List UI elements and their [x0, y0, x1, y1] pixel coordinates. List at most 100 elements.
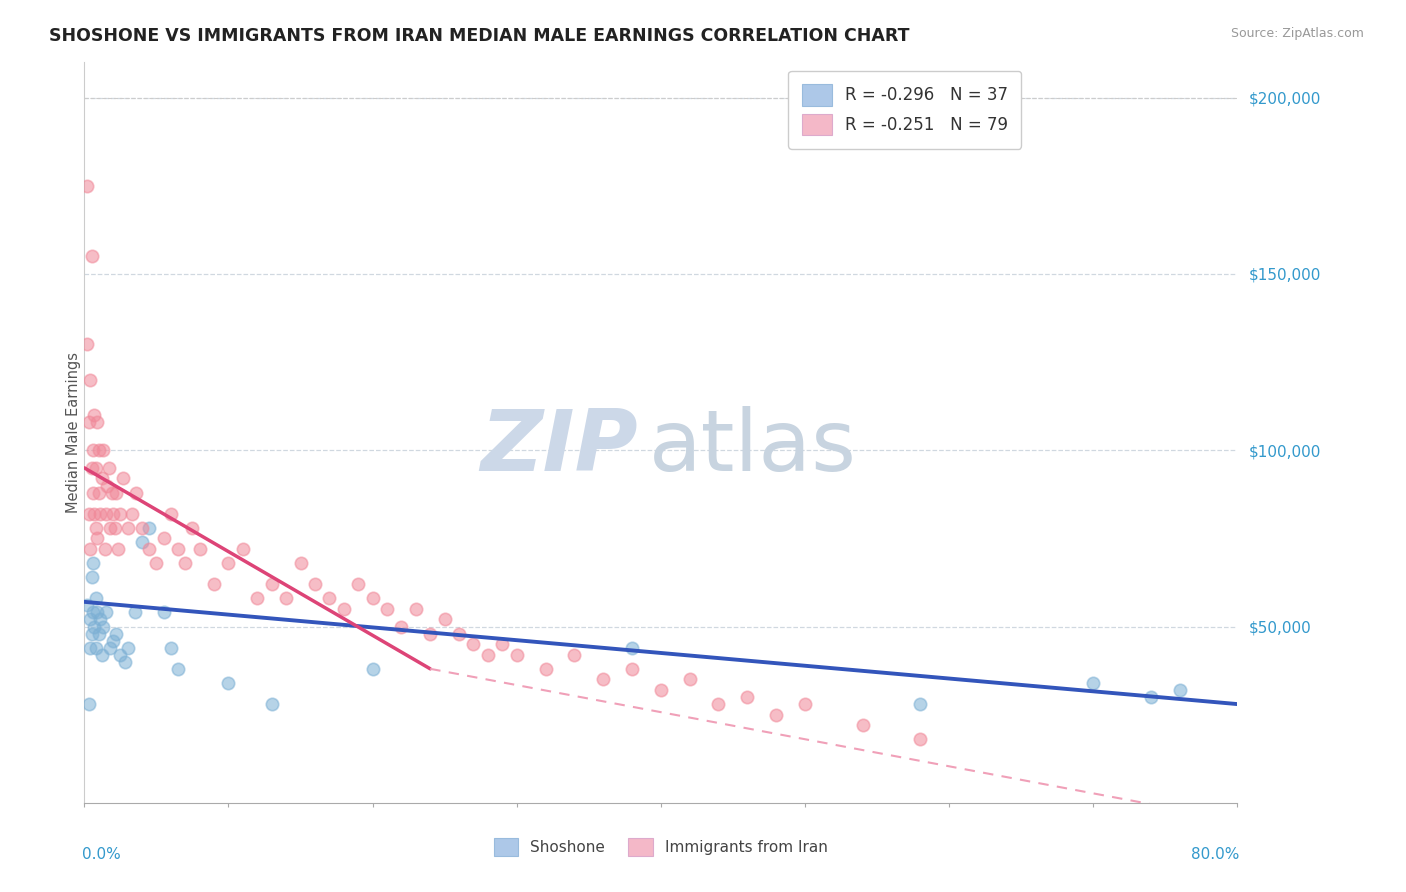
Point [96, 478, 118, 492]
Point [477, 648, 499, 662]
Point [1168, 683, 1191, 698]
Text: 80.0%: 80.0% [1191, 847, 1240, 863]
Text: atlas: atlas [650, 406, 858, 489]
Point [97, 461, 120, 475]
Point [86, 415, 108, 429]
Point [131, 521, 153, 535]
Point [107, 541, 129, 556]
Point [125, 485, 148, 500]
Point [375, 602, 398, 616]
Point [246, 591, 269, 606]
Point [232, 541, 254, 556]
Point [89, 507, 111, 521]
Point [105, 626, 128, 640]
Point [124, 606, 146, 620]
Point [121, 507, 143, 521]
Point [361, 662, 384, 676]
Point [104, 521, 127, 535]
Point [76, 178, 98, 193]
Point [650, 683, 672, 698]
Point [765, 707, 787, 722]
Point [98, 521, 121, 535]
Point [90, 471, 112, 485]
Point [152, 606, 174, 620]
Point [534, 662, 557, 676]
Point [679, 673, 702, 687]
Point [260, 577, 283, 591]
Point [105, 485, 128, 500]
Point [83, 408, 105, 422]
Point [77, 415, 100, 429]
Point [290, 556, 312, 570]
Point [160, 507, 183, 521]
Point [449, 626, 471, 640]
Point [218, 676, 240, 690]
Point [276, 591, 298, 606]
Point [98, 640, 121, 655]
Point [737, 690, 759, 704]
Point [117, 521, 139, 535]
Point [86, 532, 108, 546]
Point [621, 640, 644, 655]
Point [304, 577, 326, 591]
Point [82, 443, 104, 458]
Point [80, 570, 103, 584]
Point [83, 619, 105, 633]
Point [91, 443, 114, 458]
Point [94, 507, 117, 521]
Point [80, 626, 103, 640]
Point [1083, 676, 1105, 690]
Point [318, 591, 340, 606]
Point [910, 732, 932, 747]
Point [506, 648, 529, 662]
Point [419, 626, 441, 640]
Text: Source: ZipAtlas.com: Source: ZipAtlas.com [1230, 27, 1364, 40]
Point [94, 606, 117, 620]
Point [621, 662, 644, 676]
Point [564, 648, 586, 662]
Point [333, 602, 356, 616]
Point [1140, 690, 1163, 704]
Point [347, 577, 370, 591]
Point [80, 249, 103, 263]
Point [79, 612, 101, 626]
Point [79, 373, 101, 387]
Point [405, 602, 427, 616]
Point [707, 697, 730, 711]
Point [138, 521, 160, 535]
Point [114, 655, 136, 669]
Point [181, 521, 204, 535]
Point [110, 507, 132, 521]
Text: SHOSHONE VS IMMIGRANTS FROM IRAN MEDIAN MALE EARNINGS CORRELATION CHART: SHOSHONE VS IMMIGRANTS FROM IRAN MEDIAN … [49, 27, 910, 45]
Y-axis label: Median Male Earnings: Median Male Earnings [66, 352, 80, 513]
Point [80, 461, 103, 475]
Legend: Shoshone, Immigrants from Iran: Shoshone, Immigrants from Iran [488, 832, 834, 862]
Point [83, 507, 105, 521]
Point [188, 541, 211, 556]
Point [852, 718, 875, 732]
Point [433, 612, 456, 626]
Point [93, 541, 115, 556]
Point [167, 662, 190, 676]
Point [76, 599, 98, 613]
Text: 0.0%: 0.0% [82, 847, 121, 863]
Point [79, 541, 101, 556]
Point [87, 485, 110, 500]
Point [87, 443, 110, 458]
Point [76, 337, 98, 351]
Point [145, 556, 167, 570]
Point [79, 640, 101, 655]
Point [84, 461, 107, 475]
Point [260, 697, 283, 711]
Point [87, 626, 110, 640]
Point [86, 606, 108, 620]
Point [84, 591, 107, 606]
Point [202, 577, 225, 591]
Point [91, 619, 114, 633]
Point [160, 640, 183, 655]
Point [100, 485, 122, 500]
Text: ZIP: ZIP [479, 406, 638, 489]
Point [103, 507, 124, 521]
Point [218, 556, 240, 570]
Point [82, 606, 104, 620]
